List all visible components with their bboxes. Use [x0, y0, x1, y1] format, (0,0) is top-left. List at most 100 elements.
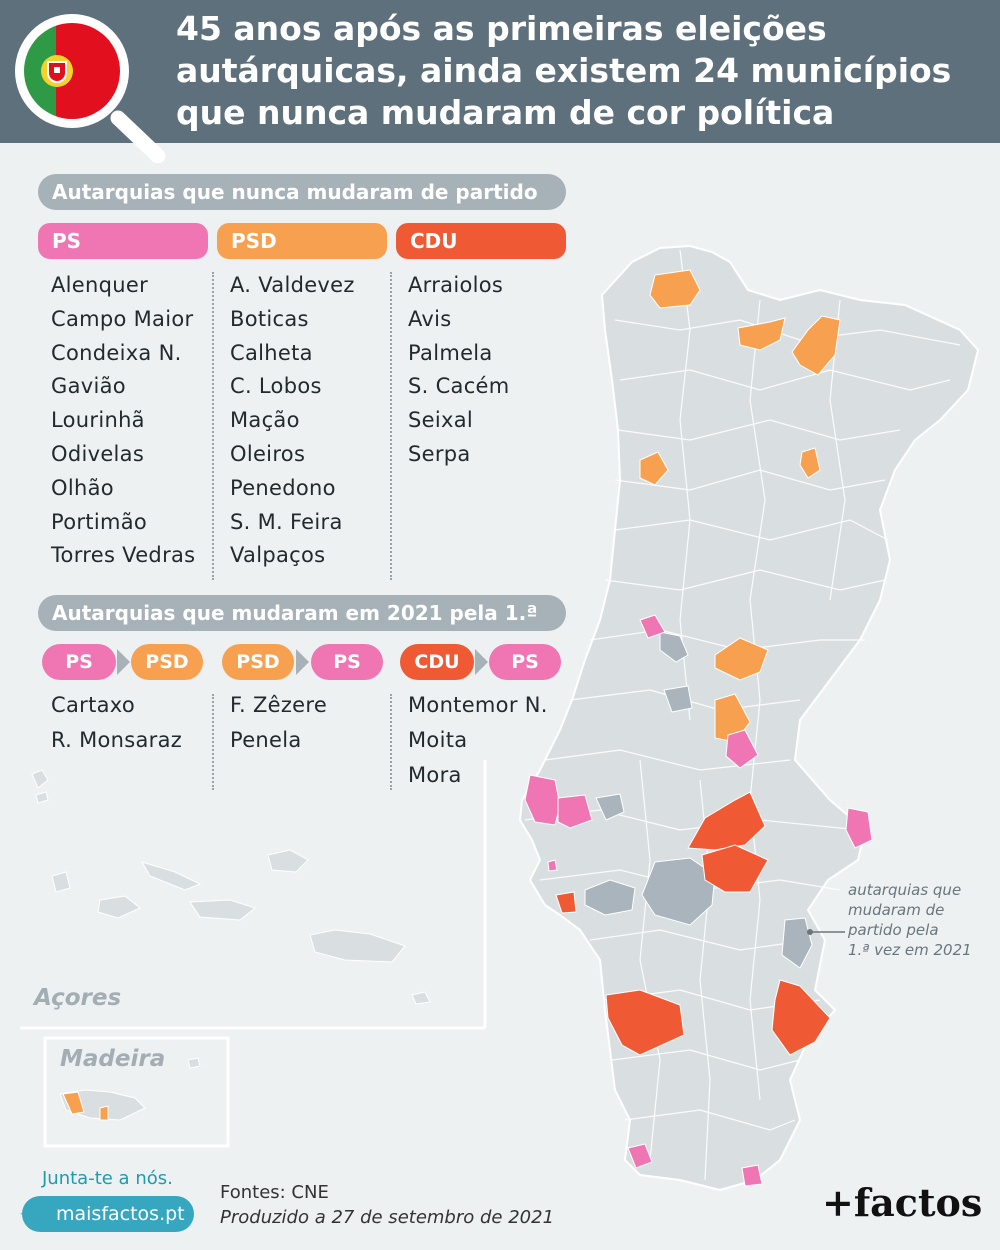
list-item: F. Zêzere — [230, 693, 328, 717]
annotation-dot — [807, 929, 813, 935]
arrow-right-icon — [475, 649, 488, 675]
page-title: 45 anos após as primeiras eleições autár… — [176, 8, 976, 134]
arrow-right-icon — [296, 649, 309, 675]
list-item: C. Lobos — [230, 374, 322, 399]
municipality-changed-f-zezere — [663, 685, 693, 713]
list-item: Montemor N. — [408, 693, 548, 717]
psd-to-ps-list: F. Zêzere Penela — [230, 688, 390, 758]
municipality-psd-c-lobos — [99, 1105, 109, 1121]
from-party-chip: PSD — [222, 644, 294, 680]
municipality-cdu-palmela — [555, 891, 577, 914]
portugal-flag-magnifier-icon — [15, 14, 166, 163]
to-party-chip: PS — [311, 644, 383, 680]
map-annotation: autarquias que mudaram de partido pela 1… — [848, 880, 993, 960]
municipality-ps-torres-vedras — [557, 794, 593, 829]
to-party-chip: PS — [489, 644, 561, 680]
list-item: Arraiolos — [408, 273, 504, 297]
list-item: R. Monsaraz — [51, 728, 183, 752]
municipality-changed-montemor — [584, 879, 636, 916]
list-item: S. M. Feira — [230, 509, 343, 534]
municipality-psd-boticas — [737, 317, 786, 351]
psd-municipality-list: A. Valdevez Boticas Calheta C. Lobos Maç… — [230, 269, 390, 573]
municipality-changed-r-monsaraz — [781, 917, 813, 969]
list-item: Penedono — [230, 475, 336, 500]
municipality-psd-a-valdevez — [649, 269, 701, 309]
section-changed-2021-heading: Autarquias que mudaram em 2021 pela 1.ª … — [38, 595, 566, 661]
municipality-psd-sm-feira — [639, 451, 669, 486]
list-item: Portimão — [51, 509, 148, 534]
header-banner — [0, 0, 1000, 143]
list-item: Gavião — [51, 374, 126, 399]
from-party-chip: CDU — [400, 644, 474, 680]
list-item: Mação — [230, 408, 300, 433]
ps-municipality-list: Alenquer Campo Maior Condeixa N. Gavião … — [51, 269, 211, 573]
list-item: Alenquer — [51, 273, 149, 297]
madeira-label: Madeira — [60, 1046, 166, 1072]
produced-date-text: Produzido a 27 de setembro de 2021 — [220, 1207, 555, 1228]
column-divider — [212, 694, 214, 790]
sources-text: Fontes: CNE — [220, 1182, 329, 1203]
municipality-psd-valpacos — [791, 315, 841, 376]
municipality-ps-lourinha — [639, 614, 666, 639]
list-item: Oleiros — [230, 441, 306, 466]
list-item: Boticas — [230, 306, 309, 331]
municipality-cdu-avis — [687, 791, 766, 851]
list-item: Palmela — [408, 340, 493, 365]
list-item: Torres Vedras — [51, 543, 196, 568]
column-divider — [390, 694, 392, 790]
to-party-chip: PSD — [131, 644, 203, 680]
column-divider — [390, 272, 392, 580]
sources-block: Fontes: CNE Produzido a 27 de setembro d… — [220, 1180, 640, 1230]
brand-logo: +factos — [822, 1180, 983, 1225]
municipality-ps-gaviao — [725, 729, 759, 769]
list-item: Mora — [408, 763, 462, 787]
municipality-ps-odivelas — [547, 859, 558, 872]
party-label-cdu: CDU — [396, 223, 566, 259]
title-line: autárquicas, ainda existem 24 municípios — [176, 51, 952, 90]
list-item: Penela — [230, 728, 302, 752]
annotation-line: mudaram de — [848, 901, 945, 919]
annotation-line: 1.ª vez em 2021 — [848, 941, 972, 959]
list-item: Campo Maior — [51, 306, 194, 331]
acores-label: Açores — [34, 985, 122, 1011]
acores-islands — [31, 769, 431, 1005]
join-us-text: Junta-te a nós. — [42, 1168, 173, 1189]
list-item: Condeixa N. — [51, 340, 182, 365]
party-label-psd: PSD — [217, 223, 387, 259]
ps-to-psd-list: Cartaxo R. Monsaraz — [51, 688, 211, 758]
porto-santo-island — [187, 1057, 201, 1069]
municipality-cdu-s-cacem — [605, 989, 685, 1056]
list-item: A. Valdevez — [230, 273, 355, 297]
municipality-ps-portimao — [627, 1143, 653, 1169]
annotation-line: partido pela — [848, 921, 939, 939]
municipality-changed-penela — [659, 631, 689, 663]
list-item: Cartaxo — [51, 693, 135, 717]
municipality-ps-alenquer — [524, 774, 561, 826]
list-item: Avis — [408, 306, 452, 331]
list-item: S. Cacém — [408, 374, 510, 399]
list-item: Seixal — [408, 408, 474, 433]
list-item: Moita — [408, 728, 468, 752]
municipality-psd-calheta — [62, 1091, 85, 1115]
list-item: Odivelas — [51, 441, 145, 466]
municipality-ps-campo-maior — [845, 807, 873, 849]
list-item: Olhão — [51, 475, 114, 500]
list-item: Lourinhã — [51, 408, 145, 433]
cdu-municipality-list: Arraiolos Avis Palmela S. Cacém Seixal S… — [408, 269, 568, 472]
municipality-changed-mora — [641, 857, 716, 926]
municipality-psd-oleiros — [714, 637, 769, 681]
municipality-psd-penedono — [799, 447, 821, 479]
mainland-portugal — [518, 244, 980, 1192]
list-item: Calheta — [230, 340, 313, 365]
title-line: que nunca mudaram de cor política — [176, 93, 835, 132]
annotation-line: autarquias que — [848, 881, 962, 899]
municipality-cdu-arraiolos — [701, 844, 769, 893]
column-divider — [212, 272, 214, 580]
website-link-button[interactable]: maisfactos.pt — [22, 1196, 194, 1232]
party-label-ps: PS — [38, 223, 208, 259]
list-item: Serpa — [408, 441, 471, 466]
cdu-to-ps-list: Montemor N. Moita Mora — [408, 688, 568, 793]
from-party-chip: PS — [42, 644, 116, 680]
madeira-inset-border — [43, 1036, 230, 1148]
title-line: 45 anos após as primeiras eleições — [176, 9, 827, 48]
